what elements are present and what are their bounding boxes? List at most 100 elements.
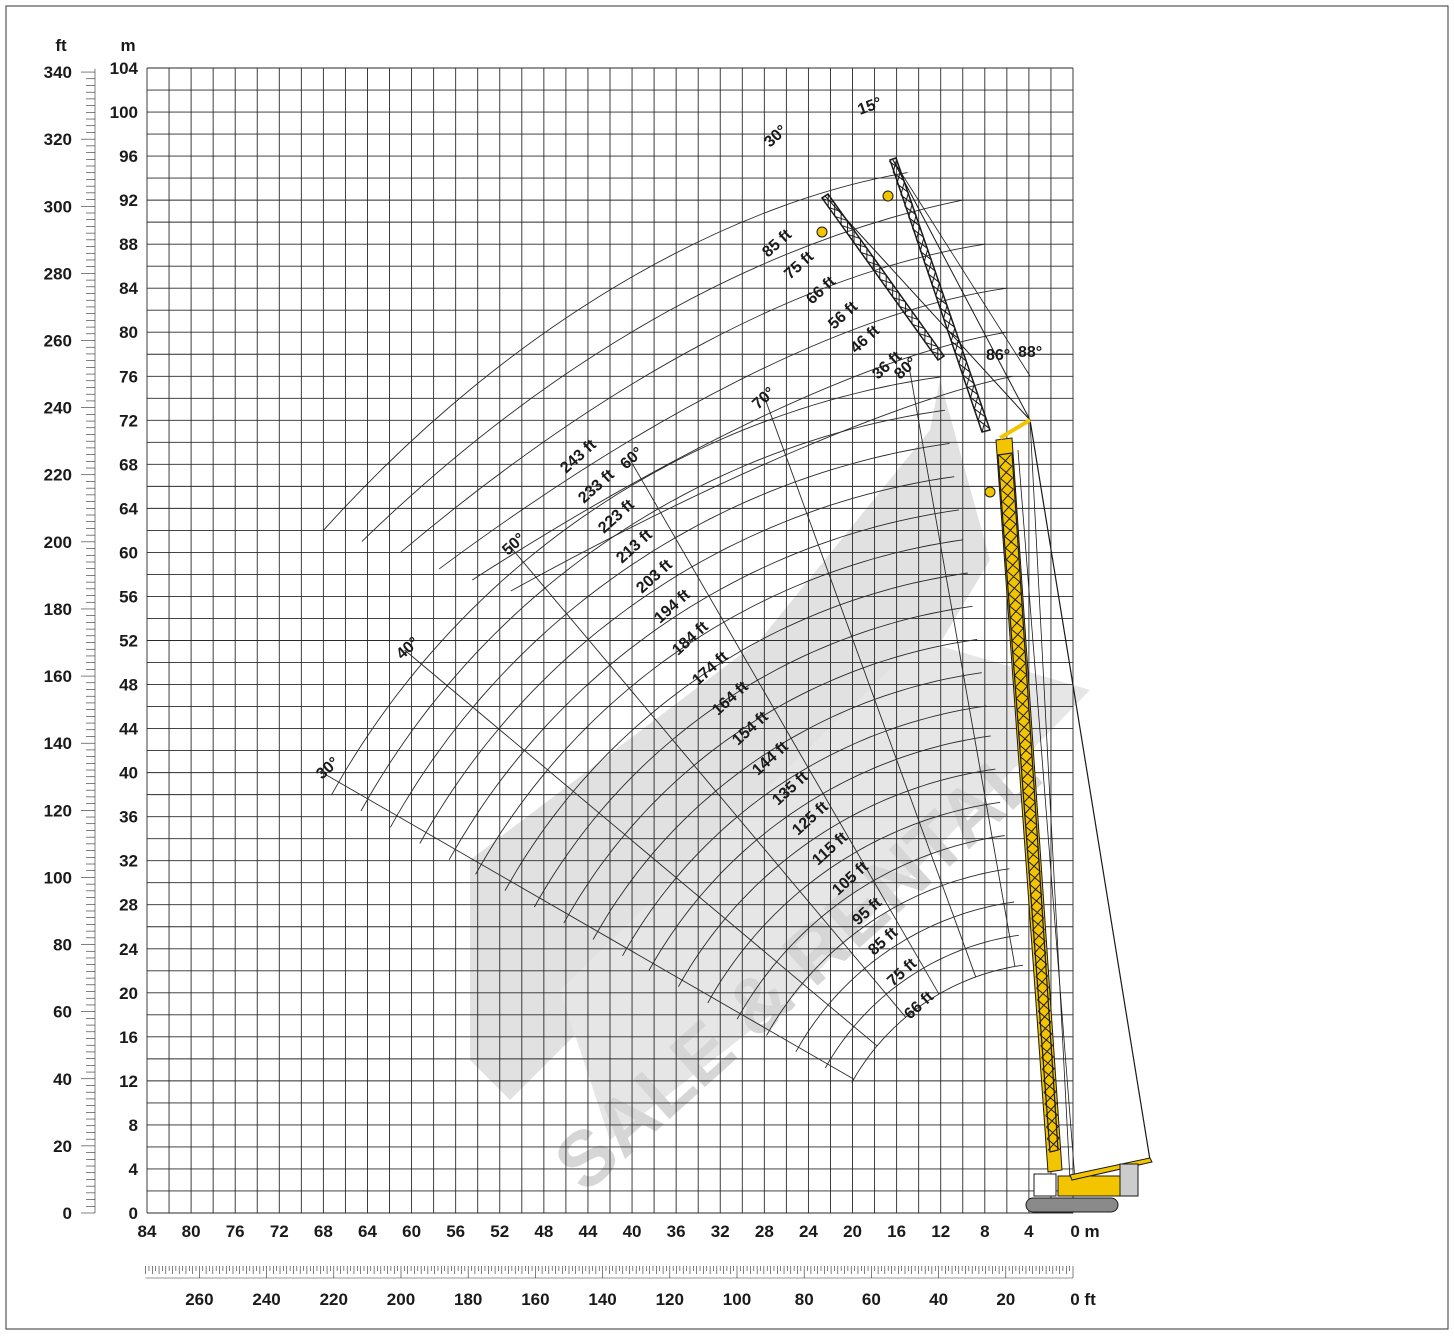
x-ft-tick-label: 200 — [387, 1290, 415, 1309]
y-m-tick-label: 36 — [119, 808, 138, 827]
x-m-tick-label: 84 — [138, 1222, 157, 1241]
y-m-tick-label: 0 — [129, 1204, 138, 1223]
x-ft-tick-label: 120 — [656, 1290, 684, 1309]
x-m-tick-label: 8 — [980, 1222, 989, 1241]
y-m-tick-label: 8 — [129, 1116, 138, 1135]
boom-angle-label: 30° — [313, 754, 342, 783]
y-ft-tick-label: 280 — [44, 264, 72, 283]
y-ft-tick-label: 200 — [44, 533, 72, 552]
pendant — [892, 159, 1031, 377]
y-m-tick-label: 68 — [119, 455, 138, 474]
y-m-tick-label: 48 — [119, 676, 138, 695]
y-ft-tick-label: 320 — [44, 130, 72, 149]
x-m-tick-label: 36 — [667, 1222, 686, 1241]
boom-length-arc — [331, 376, 941, 795]
boom-angle-line — [764, 397, 977, 978]
y-m-tick-label: 72 — [119, 411, 138, 430]
boom-length-arc — [648, 735, 991, 971]
boom-angle-line — [319, 770, 854, 1080]
x-m-tick-label: 24 — [799, 1222, 818, 1241]
page-border — [5, 5, 1449, 1330]
x-m-tick-label: 52 — [490, 1222, 509, 1241]
y-m-tick-label: 20 — [119, 984, 138, 1003]
pendant — [892, 159, 1031, 421]
y-m-tick-label: 16 — [119, 1028, 138, 1047]
y-ft-tick-label: 120 — [44, 801, 72, 820]
boom-angle-label: 60° — [617, 444, 646, 473]
x-ft-tick-label: 40 — [929, 1290, 948, 1309]
y-ft-tick-label: 0 — [63, 1204, 72, 1223]
boom-length-arc — [504, 572, 968, 891]
x-ft-tick-label: 60 — [862, 1290, 881, 1309]
y-ft-tick-label: 40 — [53, 1070, 72, 1089]
main-boom-position-label: 88° — [1018, 344, 1042, 361]
jib-offset-label: 15° — [856, 95, 885, 119]
boom-length-arc — [360, 409, 945, 812]
y-ft-tick-label: 180 — [44, 600, 72, 619]
y-m-tick-label: 92 — [119, 191, 138, 210]
y-m-tick-label: 64 — [119, 499, 138, 518]
cab — [1033, 1173, 1057, 1197]
y-ft-tick-label: 340 — [44, 63, 72, 82]
x-m-tick-label: 4 — [1024, 1222, 1034, 1241]
y-m-tick-label: 56 — [119, 587, 138, 606]
boom-length-label: 203 ft — [633, 556, 676, 597]
x-m-tick-label: 32 — [711, 1222, 730, 1241]
y-ft-tick-label: 220 — [44, 466, 72, 485]
boom-length-arc — [851, 964, 1024, 1083]
y-m-tick-label: 52 — [119, 632, 138, 651]
boom-length-arc — [448, 509, 959, 861]
boom-angle-line — [508, 545, 907, 1018]
hook-icon — [882, 190, 894, 202]
jib-length-arc — [400, 243, 985, 553]
jib-length-arc — [323, 172, 908, 531]
boom-length-arc — [766, 868, 1010, 1036]
pendant — [824, 195, 1031, 421]
y-m-tick-label: 76 — [119, 367, 138, 386]
axes: 0481216202428323640444852566064687276808… — [44, 59, 1074, 1309]
x-ft-tick-label: 220 — [320, 1290, 348, 1309]
y-m-tick-label: 28 — [119, 896, 138, 915]
boom-length-arc — [534, 605, 973, 908]
x-ft-tick-label: 20 — [996, 1290, 1015, 1309]
boom-angle-line — [404, 649, 878, 1047]
x-m-tick-label: 68 — [314, 1222, 333, 1241]
x-ft-tick-label: 100 — [723, 1290, 751, 1309]
y-m-tick-label: 12 — [119, 1072, 138, 1091]
x-ft-tick-label: 140 — [588, 1290, 616, 1309]
pendant — [1029, 419, 1071, 1181]
jib-30-lattice — [821, 193, 945, 361]
x-m-tick-label: 72 — [270, 1222, 289, 1241]
y-m-tick-label: 80 — [119, 323, 138, 342]
boom-angle-label: 50° — [499, 530, 528, 559]
x-m-tick-label: 16 — [887, 1222, 906, 1241]
y-m-unit: m — [120, 36, 135, 55]
boom-length-arc — [475, 539, 964, 875]
x-m-tick-label: 48 — [534, 1222, 553, 1241]
boom-length-arc — [736, 835, 1005, 1020]
y-ft-tick-label: 160 — [44, 667, 72, 686]
strut — [998, 418, 1032, 440]
y-m-tick-label: 84 — [119, 279, 138, 298]
boom-length-arc — [390, 442, 950, 828]
boom-angle-label: 40° — [393, 634, 422, 663]
boom-length-arc — [678, 768, 996, 987]
boom-length-arc — [419, 476, 955, 844]
boom-length-arc — [824, 934, 1019, 1069]
x-ft-tick-label: 80 — [795, 1290, 814, 1309]
y-ft-tick-label: 300 — [44, 197, 72, 216]
engine-housing — [1119, 1163, 1139, 1197]
main-boom-position-label: 86° — [986, 347, 1010, 364]
x-m-tick-label: 76 — [226, 1222, 245, 1241]
pendant — [1029, 419, 1151, 1161]
crane — [816, 157, 1153, 1213]
boom-length-arc — [795, 901, 1015, 1053]
x-m-tick-label: 60 — [402, 1222, 421, 1241]
boom-arcs — [319, 172, 1024, 1083]
x-m-tick-label: 56 — [446, 1222, 465, 1241]
boom-length-arc — [592, 672, 982, 940]
counterweight — [1057, 1175, 1125, 1197]
boom-length-arc — [622, 705, 987, 957]
crawler-track — [1025, 1197, 1119, 1213]
grid — [146, 67, 1074, 1214]
